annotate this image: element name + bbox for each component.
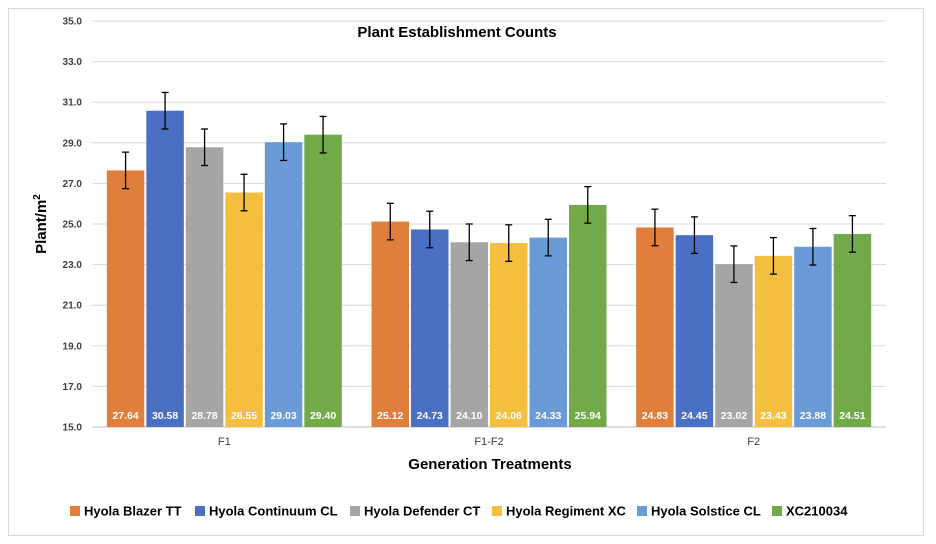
y-tick-label: 29.0	[63, 138, 83, 149]
data-label: 24.51	[839, 410, 865, 422]
error-bars-layer	[122, 91, 856, 284]
data-label: 26.55	[231, 410, 257, 422]
legend-label: Hyola Continuum CL	[209, 504, 338, 519]
bar	[225, 192, 263, 427]
bar	[371, 221, 409, 427]
legend-label: XC210034	[786, 504, 848, 519]
gridlines	[92, 20, 886, 428]
legend-label: Hyola Regiment XC	[506, 504, 627, 519]
bar	[411, 229, 449, 427]
legend-swatch	[772, 506, 782, 516]
y-tick-labels: 15.0 17.0 19.0 21.0 23.0 25.0 27.0 29.0 31.0 33.0…	[63, 17, 83, 434]
bar	[529, 237, 567, 427]
data-label: 24.10	[456, 410, 482, 422]
data-label: 24.73	[417, 410, 443, 422]
y-axis-title: Plant/m2	[32, 194, 50, 254]
x-category-labels: F1 F1-F2 F2	[218, 436, 760, 448]
legend-swatch	[637, 506, 647, 516]
legend-label: Hyola Defender CT	[364, 504, 480, 519]
y-axis-title-superscript: 2	[32, 194, 43, 200]
data-label: 25.12	[377, 410, 403, 422]
bar	[490, 243, 528, 427]
bar	[569, 204, 607, 427]
bar	[146, 110, 184, 427]
y-axis-title-base: Plant/m	[33, 200, 50, 254]
bar	[450, 242, 488, 427]
bar	[754, 255, 793, 427]
x-category-label: F2	[747, 436, 760, 448]
data-label: 23.88	[800, 410, 826, 422]
y-tick-label: 27.0	[63, 179, 83, 190]
y-tick-label: 33.0	[63, 57, 83, 68]
data-label: 24.33	[535, 410, 561, 422]
data-label: 24.06	[496, 410, 522, 422]
y-tick-label: 25.0	[63, 220, 83, 231]
chart-title: Plant Establishment Counts	[357, 24, 556, 41]
chart-frame	[8, 8, 924, 536]
data-label: 29.03	[270, 410, 296, 422]
bar	[794, 246, 832, 427]
bar	[304, 134, 342, 427]
y-tick-label: 21.0	[63, 301, 83, 312]
bar	[185, 147, 224, 428]
y-tick-label: 31.0	[63, 98, 83, 109]
data-label: 23.43	[760, 410, 786, 422]
y-tick-label: 35.0	[63, 17, 83, 28]
y-tick-label: 19.0	[63, 341, 83, 352]
legend: Hyola Blazer TT Hyola Continuum CL Hyola D…	[70, 504, 848, 519]
legend-swatch	[492, 506, 502, 516]
bars-layer	[106, 110, 872, 428]
x-category-label: F1	[218, 436, 231, 448]
data-label: 27.64	[112, 410, 138, 422]
bar	[106, 170, 145, 427]
data-label: 25.94	[575, 410, 601, 422]
data-label: 30.58	[152, 410, 178, 422]
y-tick-label: 15.0	[63, 423, 83, 434]
data-label: 24.83	[642, 410, 668, 422]
bar	[715, 264, 753, 427]
x-category-label: F1-F2	[474, 436, 503, 448]
data-label: 29.40	[310, 410, 336, 422]
data-label: 24.45	[681, 410, 707, 422]
bar	[636, 227, 674, 427]
legend-swatch	[350, 506, 360, 516]
legend-swatch	[70, 506, 80, 516]
bar	[833, 233, 872, 427]
legend-swatch	[195, 506, 205, 516]
y-tick-label: 17.0	[63, 382, 83, 393]
data-label: 23.02	[721, 410, 747, 422]
x-axis-title: Generation Treatments	[408, 456, 571, 473]
bar	[264, 142, 303, 428]
legend-label: Hyola Solstice CL	[651, 504, 761, 519]
y-tick-label: 23.0	[63, 260, 83, 271]
data-labels-layer: 27.64 30.58 28.78 26.55 29.03 29.40 25.12 24.73…	[112, 410, 865, 422]
bar	[675, 235, 714, 427]
data-label: 28.78	[191, 410, 217, 422]
legend-label: Hyola Blazer TT	[84, 504, 182, 519]
